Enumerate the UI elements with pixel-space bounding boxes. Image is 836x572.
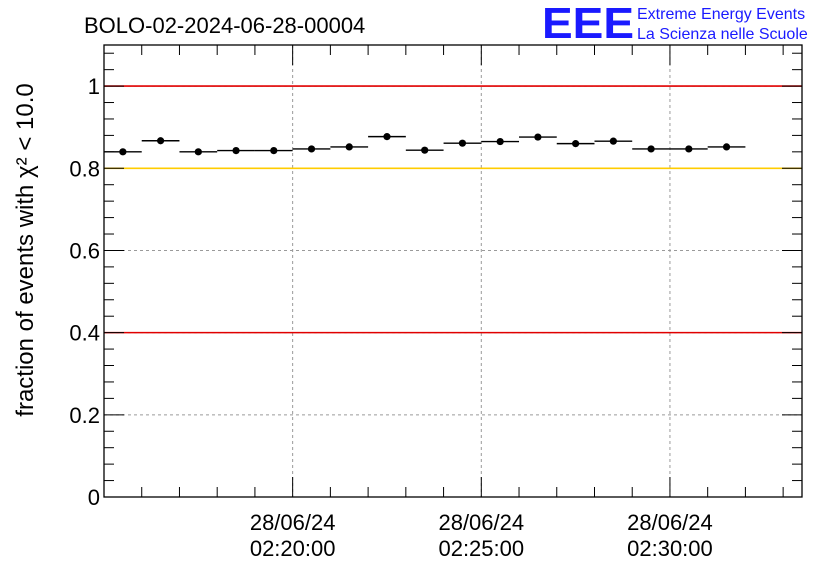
y-axis-label: fraction of events with χ² < 10.0 [12,83,39,416]
logo-line2: La Scienza nelle Scuole [637,26,808,43]
x-tick-label-date: 28/06/24 [250,510,336,535]
data-point [307,145,316,153]
x-tick-label-time: 02:30:00 [627,536,713,561]
data-point [722,143,731,151]
y-tick-label: 0.6 [69,238,100,263]
y-tick-label: 0.2 [69,403,100,428]
x-tick-label-date: 28/06/24 [627,510,713,535]
data-point [156,137,165,145]
data-point [119,148,127,156]
y-tick-label: 0.4 [69,321,100,346]
data-point [534,133,542,141]
data-point [647,145,655,153]
x-axis: 28/06/2402:20:0028/06/2402:25:0028/06/24… [103,45,784,561]
data-point [609,137,617,145]
plot-frame [103,44,803,498]
data-point [421,146,429,154]
x-tick-label-time: 02:20:00 [250,536,336,561]
data-point [458,139,467,147]
data-point [383,133,391,141]
data-point [194,148,202,156]
y-tick-label: 0 [88,485,100,510]
data-point [345,143,353,151]
logo-letters: EEE [542,0,634,48]
data-point [270,147,278,155]
data-point [572,140,580,148]
y-tick-label: 1 [88,74,100,99]
data-points [104,133,746,156]
data-point [496,137,504,146]
data-point [685,145,693,153]
logo-line1: Extreme Energy Events [637,6,805,23]
chart-title: BOLO-02-2024-06-28-00004 [84,13,365,38]
x-tick-label-date: 28/06/24 [438,510,524,535]
eee-logo: EEE Extreme Energy Events La Scienza nel… [542,0,808,48]
data-point [232,147,240,155]
x-tick-label-time: 02:25:00 [438,536,524,561]
reference-lines [104,85,802,334]
y-axis: 0 0.2 0.4 0.6 0.8 1 [69,52,802,510]
y-tick-label: 0.8 [69,156,100,181]
